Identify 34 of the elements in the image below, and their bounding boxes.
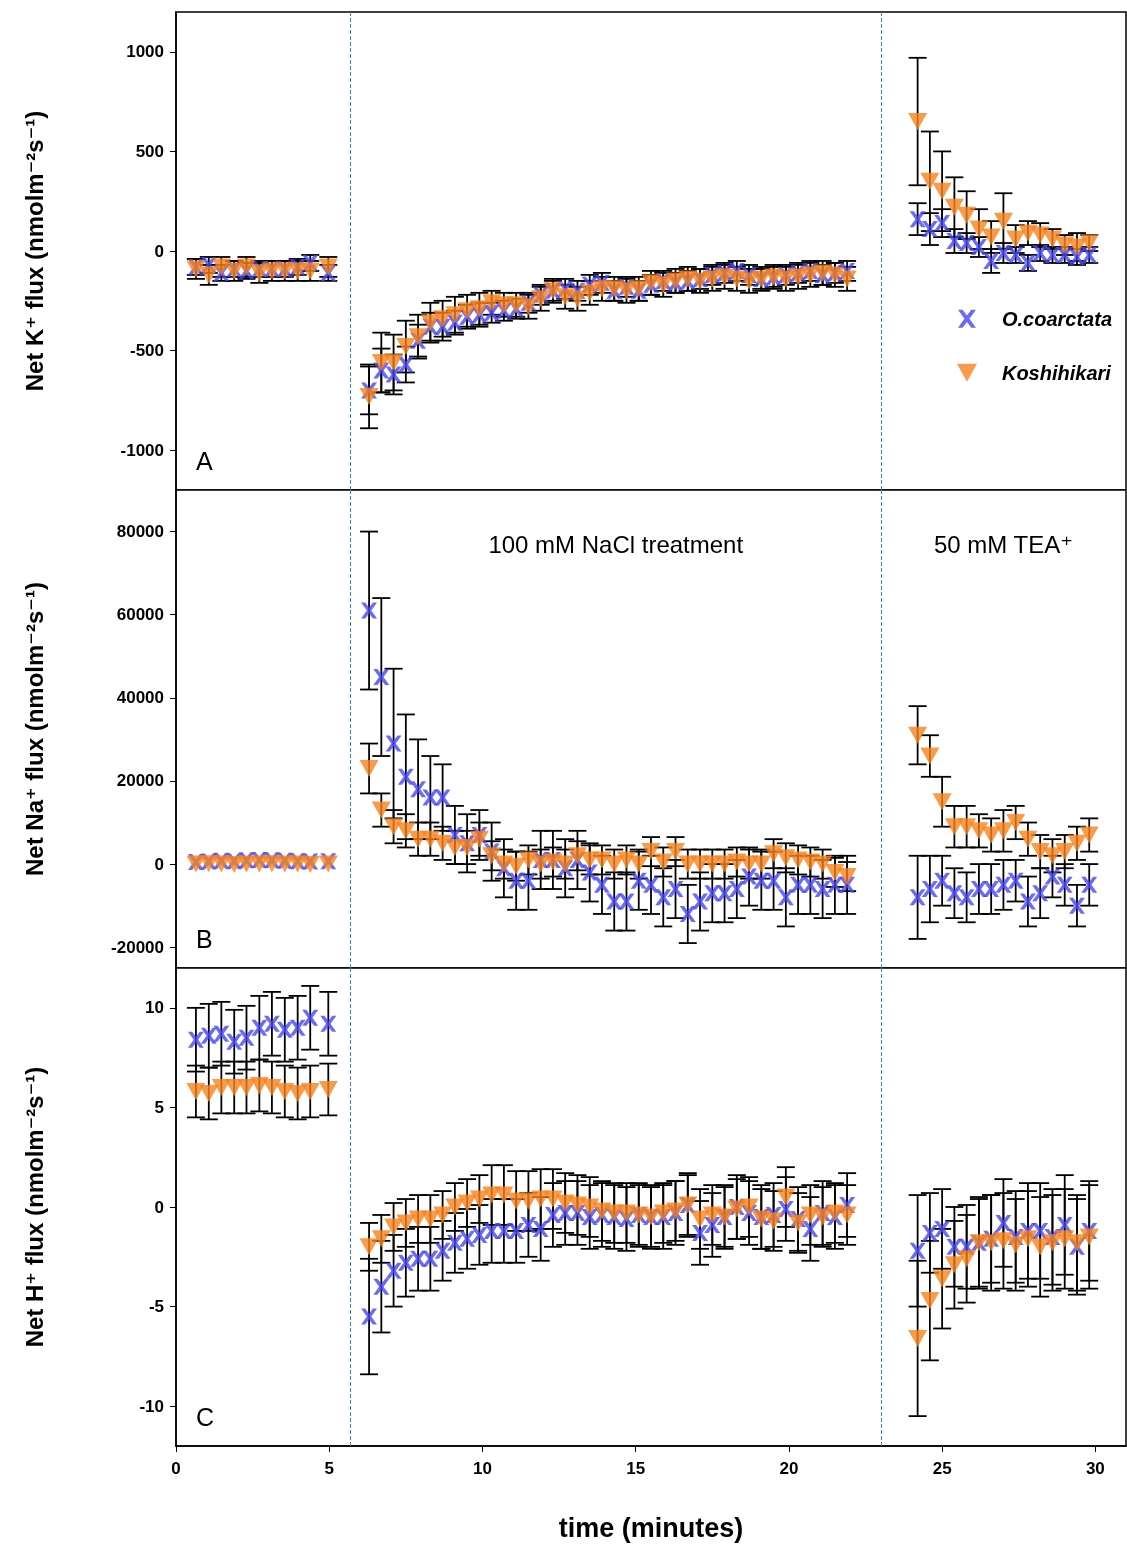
y-tick-label: -20000 <box>111 937 164 957</box>
y-tick-label: -500 <box>129 341 164 361</box>
y-tick-label: 5 <box>154 1097 164 1117</box>
annotation: 100 mM NaCl treatment <box>488 530 744 558</box>
y-axis-title: Net K⁺ flux (nmolm⁻²s⁻¹) <box>20 110 48 392</box>
y-tick-label: 80000 <box>116 522 164 542</box>
y-tick-label: -10 <box>139 1396 164 1416</box>
y-axis-title: Net Na⁺ flux (nmolm⁻²s⁻¹) <box>20 581 48 877</box>
x-tick-label: 15 <box>626 1459 646 1478</box>
annotation: A <box>196 446 213 475</box>
y-tick-label: -1000 <box>120 440 164 460</box>
y-tick-label: 20000 <box>116 771 164 791</box>
annotation: 50 mM TEA⁺ <box>933 530 1073 558</box>
x-tick-label: 10 <box>472 1459 492 1478</box>
legend-label: O.coarctata <box>1001 307 1113 330</box>
x-axis-title: time (minutes) <box>558 1512 744 1543</box>
y-tick-label: 10 <box>145 998 164 1018</box>
x-tick-label: 25 <box>932 1459 952 1478</box>
y-tick-label: 1000 <box>126 42 164 62</box>
y-tick-label: 0 <box>154 1197 164 1217</box>
y-axis-title: Net H⁺ flux (nmolm⁻²s⁻¹) <box>20 1066 48 1348</box>
y-tick-label: 0 <box>154 854 164 874</box>
y-tick-label: 40000 <box>116 688 164 708</box>
annotation: B <box>196 924 213 953</box>
y-tick-label: -5 <box>148 1297 164 1317</box>
x-tick-label: 20 <box>779 1459 799 1478</box>
y-tick-label: 0 <box>154 241 164 261</box>
x-tick-label: 0 <box>171 1459 181 1478</box>
y-tick-label: 500 <box>135 141 164 161</box>
y-tick-label: 60000 <box>116 605 164 625</box>
legend-label: Koshihikari <box>1001 361 1112 384</box>
annotation: C <box>196 1402 215 1431</box>
x-tick-label: 5 <box>324 1459 334 1478</box>
x-tick-label: 30 <box>1085 1459 1105 1478</box>
